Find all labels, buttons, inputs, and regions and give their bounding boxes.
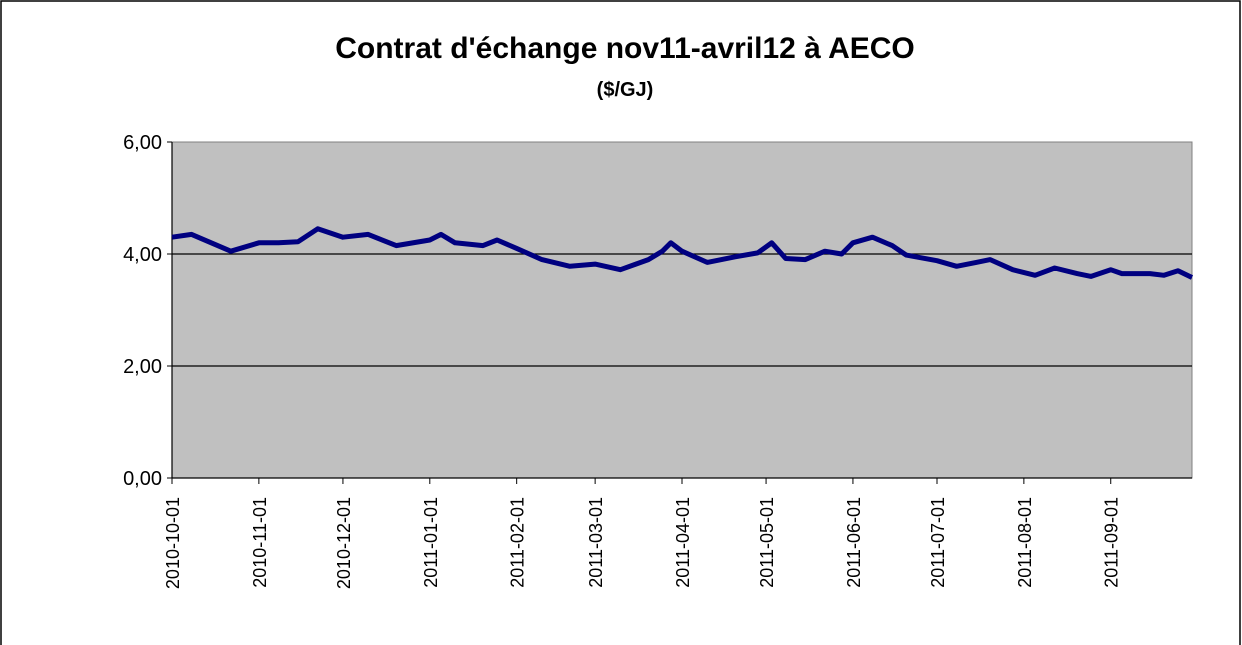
x-tick-label: 2011-08-01 <box>1015 497 1035 588</box>
x-tick-label: 2011-01-01 <box>421 497 441 588</box>
x-tick-label: 2010-10-01 <box>163 497 183 589</box>
y-tick-label: 0,00 <box>123 468 162 490</box>
x-tick-label: 2011-07-01 <box>928 497 948 588</box>
x-tick-label: 2010-11-01 <box>250 497 270 588</box>
x-tick-label: 2011-04-01 <box>673 497 693 588</box>
chart-subtitle: ($/GJ) <box>597 79 654 101</box>
y-tick-label: 4,00 <box>123 244 162 266</box>
plot-area <box>171 141 1193 479</box>
x-tick-label: 2010-12-01 <box>334 497 354 589</box>
x-tick-label: 2011-05-01 <box>757 497 777 588</box>
y-tick-label: 2,00 <box>123 356 162 378</box>
x-tick-label: 2011-09-01 <box>1102 497 1122 588</box>
x-tick-label: 2011-06-01 <box>844 497 864 588</box>
x-tick-label: 2011-03-01 <box>586 497 606 588</box>
x-tick-label: 2011-02-01 <box>508 497 528 588</box>
y-tick-label: 6,00 <box>123 132 162 154</box>
data-line <box>171 226 1194 280</box>
chart-title: Contrat d'échange nov11-avril12 à AECO <box>335 32 915 65</box>
